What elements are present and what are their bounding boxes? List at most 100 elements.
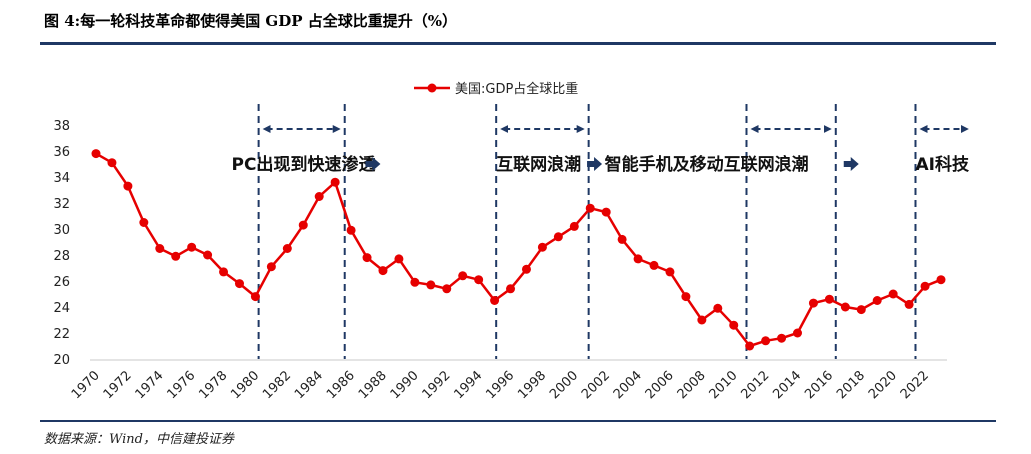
data-point bbox=[346, 225, 356, 235]
data-point bbox=[936, 275, 946, 285]
data-point bbox=[824, 294, 834, 304]
data-point bbox=[904, 299, 914, 309]
data-point bbox=[266, 262, 276, 272]
data-point bbox=[314, 192, 324, 201]
data-point bbox=[506, 284, 516, 294]
legend-swatch-marker bbox=[427, 83, 437, 93]
data-point bbox=[330, 177, 340, 187]
data-point bbox=[729, 320, 739, 330]
x-tick-label: 1972 bbox=[101, 368, 135, 402]
x-tick-label: 2014 bbox=[770, 368, 804, 402]
top-rule bbox=[40, 42, 996, 45]
data-point bbox=[378, 266, 388, 276]
data-point bbox=[553, 232, 563, 242]
data-point bbox=[888, 289, 898, 299]
data-point bbox=[139, 218, 149, 227]
x-tick-label: 1970 bbox=[69, 368, 103, 402]
data-point bbox=[793, 328, 803, 338]
y-tick-label: 20 bbox=[53, 353, 70, 368]
phase-label: AI科技 bbox=[915, 154, 969, 175]
series-line bbox=[95, 152, 942, 348]
y-tick-label: 28 bbox=[53, 249, 70, 264]
data-point bbox=[490, 296, 500, 305]
data-point bbox=[920, 281, 930, 291]
x-tick-label: 2012 bbox=[738, 368, 772, 402]
data-point bbox=[426, 280, 436, 290]
x-tick-label: 1978 bbox=[196, 368, 230, 402]
x-tick-label: 1974 bbox=[133, 368, 167, 402]
series-group bbox=[91, 149, 946, 351]
data-point bbox=[282, 244, 292, 253]
phase-label: 互联网浪潮 bbox=[496, 154, 581, 175]
phase-arrow-icon bbox=[365, 157, 381, 171]
y-tick-label: 26 bbox=[53, 275, 70, 290]
x-tick-label: 1980 bbox=[228, 368, 262, 402]
data-point bbox=[362, 253, 372, 263]
data-point bbox=[856, 305, 866, 315]
data-point bbox=[219, 267, 229, 277]
data-point bbox=[234, 279, 244, 289]
phase-dividers bbox=[257, 104, 917, 359]
x-tick-label: 2018 bbox=[834, 368, 868, 402]
y-tick-label: 32 bbox=[53, 197, 70, 212]
x-tick-label: 2022 bbox=[898, 368, 932, 402]
y-tick-label: 38 bbox=[53, 119, 70, 134]
data-point bbox=[458, 271, 468, 281]
x-tick-label: 1982 bbox=[260, 368, 294, 402]
data-point bbox=[171, 251, 181, 261]
y-tick-label: 36 bbox=[53, 145, 70, 160]
x-axis: 1970197219741976197819801982198419861988… bbox=[69, 359, 947, 402]
data-point bbox=[155, 244, 165, 253]
data-point bbox=[697, 315, 707, 325]
data-point bbox=[250, 292, 260, 302]
data-point bbox=[649, 260, 659, 270]
y-tick-label: 24 bbox=[53, 301, 70, 316]
data-point bbox=[569, 221, 579, 231]
source-note: 数据来源：Wind，中信建投证券 bbox=[44, 432, 234, 447]
data-point bbox=[713, 303, 723, 313]
data-point bbox=[298, 220, 308, 230]
x-tick-label: 2002 bbox=[579, 368, 613, 402]
data-point bbox=[681, 292, 691, 302]
data-point bbox=[123, 181, 133, 191]
data-point bbox=[633, 254, 643, 264]
phase-labels: PC出现到快速渗透 互联网浪潮 智能手机及移动互联网浪潮 AI科技 bbox=[232, 154, 970, 175]
data-point bbox=[410, 277, 420, 287]
x-tick-label: 1994 bbox=[451, 368, 485, 402]
x-tick-label: 1976 bbox=[164, 368, 198, 402]
data-point bbox=[840, 302, 850, 312]
x-tick-label: 1996 bbox=[483, 368, 517, 402]
figure-title: 图 4:每一轮科技革命都使得美国 GDP 占全球比重提升（%） bbox=[44, 12, 457, 30]
data-point bbox=[91, 149, 101, 159]
x-tick-label: 1988 bbox=[356, 368, 390, 402]
phase-label: PC出现到快速渗透 bbox=[232, 154, 377, 175]
legend: 美国:GDP占全球比重 bbox=[414, 81, 578, 97]
y-tick-label: 30 bbox=[53, 223, 70, 238]
x-tick-label: 2020 bbox=[866, 368, 900, 402]
x-tick-label: 1990 bbox=[388, 368, 422, 402]
data-point bbox=[617, 234, 627, 244]
y-tick-label: 22 bbox=[53, 327, 70, 342]
data-point bbox=[745, 341, 755, 351]
data-point bbox=[107, 158, 117, 168]
data-point bbox=[203, 250, 213, 260]
data-point bbox=[665, 267, 675, 277]
data-point bbox=[474, 275, 484, 285]
data-point bbox=[585, 203, 595, 213]
phase-label: 智能手机及移动互联网浪潮 bbox=[605, 154, 809, 175]
x-tick-label: 2010 bbox=[707, 368, 741, 402]
data-point bbox=[761, 336, 771, 346]
x-tick-label: 2004 bbox=[611, 368, 645, 402]
phase-arrow-icon bbox=[843, 157, 859, 171]
data-point bbox=[394, 254, 404, 264]
bottom-rule bbox=[40, 420, 996, 422]
legend-label: 美国:GDP占全球比重 bbox=[455, 81, 578, 97]
phase-arrow-icon bbox=[587, 157, 603, 171]
x-tick-label: 2008 bbox=[675, 368, 709, 402]
x-tick-label: 1998 bbox=[515, 368, 549, 402]
data-point bbox=[872, 296, 882, 305]
data-point bbox=[521, 264, 531, 274]
x-tick-label: 2000 bbox=[547, 368, 581, 402]
x-tick-label: 1992 bbox=[420, 368, 454, 402]
